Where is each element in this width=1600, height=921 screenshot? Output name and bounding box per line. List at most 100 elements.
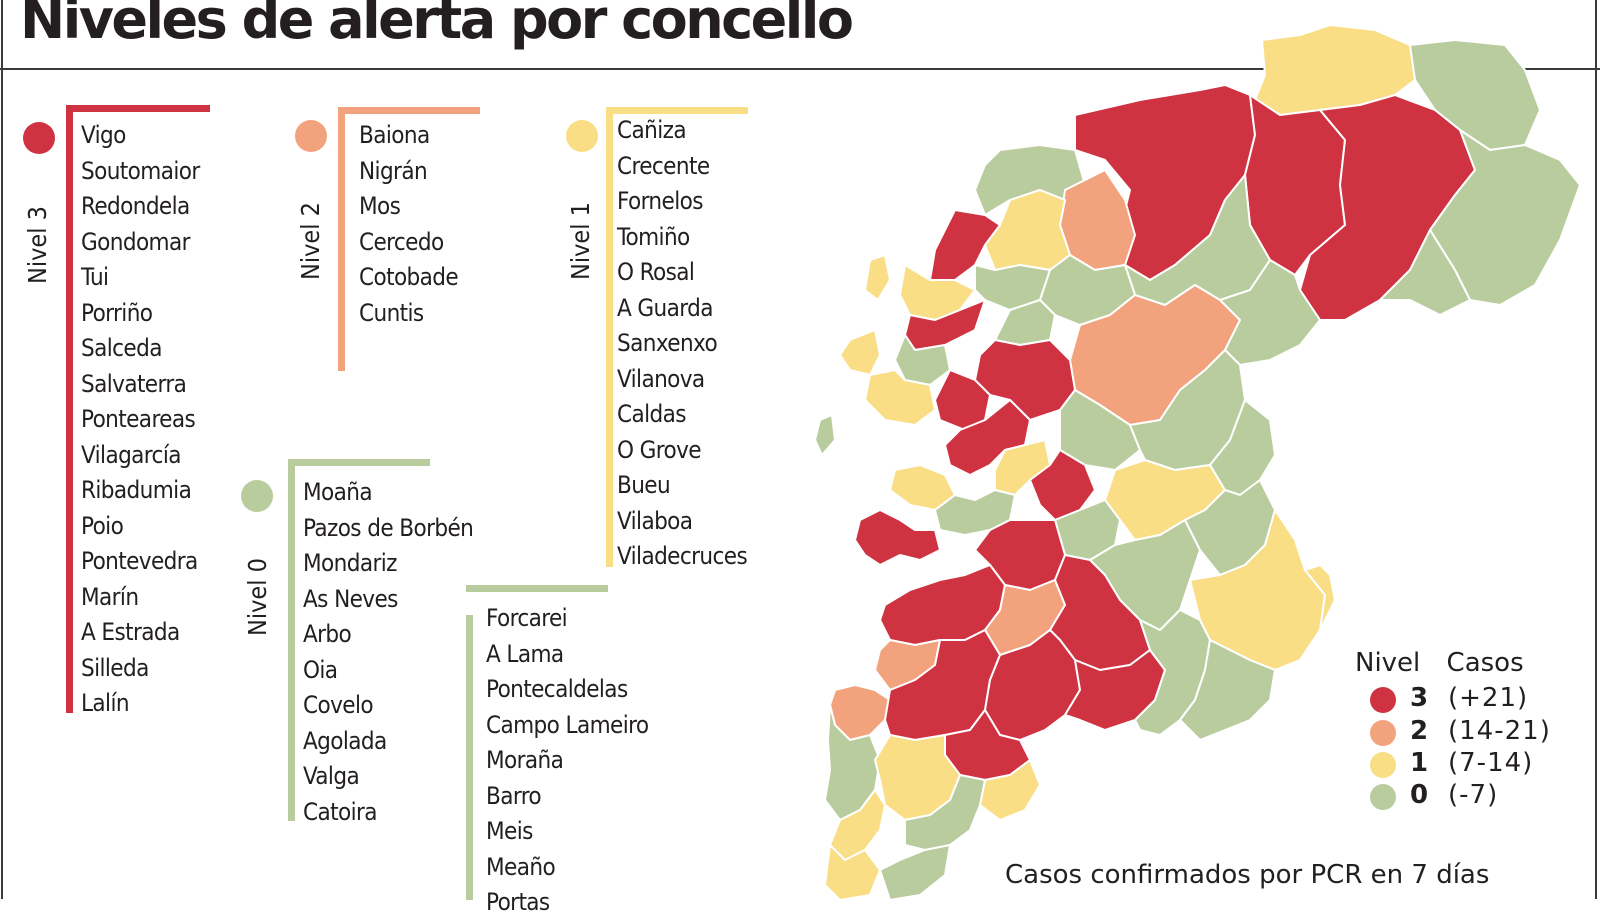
list-item: Crecente (617, 151, 710, 180)
nivel-2-side-bar (338, 107, 345, 371)
nivel-3-list: Vigo Soutomaior Redondela Gondomar Tui P… (81, 118, 200, 722)
list-item: Sanxenxo (617, 329, 718, 357)
list-item: Fornelos (617, 187, 703, 215)
legend-cases: (7-14) (1448, 748, 1534, 778)
municipality-nivel-0 (879, 844, 951, 900)
list-item: Silleda (81, 653, 149, 682)
nivel-0-dot (241, 480, 273, 512)
list-item: Agolada (303, 726, 387, 755)
municipality-nivel-0 (934, 489, 1016, 536)
nivel-0-list: Moaña Pazos de Borbén Mondariz As Neves … (303, 475, 474, 830)
nivel-1-side-bar (606, 107, 613, 567)
municipality-nivel-1 (839, 329, 881, 376)
list-item: Tomiño (617, 222, 690, 251)
municipality-nivel-1 (824, 844, 881, 900)
municipality-nivel-0 (904, 774, 986, 851)
list-item: Ponteareas (81, 405, 196, 433)
list-item: Nigrán (359, 156, 428, 185)
municipality-nivel-0 (814, 414, 836, 456)
nivel-1-list: Cañiza Crecente Fornelos Tomiño O Rosal … (617, 113, 748, 575)
legend-level: 1 (1410, 748, 1429, 778)
legend-header: Nivel Casos (1355, 648, 1524, 678)
list-item: Catoira (303, 797, 377, 826)
list-item: Oia (303, 655, 338, 684)
list-item: Campo Lameiro (486, 710, 649, 739)
legend-swatch-nivel-3 (1370, 687, 1396, 713)
list-item: A Estrada (81, 618, 180, 646)
list-item: Porriño (81, 298, 153, 327)
list-item: A Guarda (617, 293, 713, 322)
list-item: Meis (486, 817, 533, 845)
list-item: Viladecruces (617, 542, 748, 570)
list-item: Marín (81, 582, 139, 611)
list-item: As Neves (303, 584, 398, 613)
list-item: Cañiza (617, 116, 687, 144)
legend-swatch-nivel-0 (1370, 784, 1396, 810)
legend-level: 3 (1410, 683, 1429, 713)
municipality-nivel-1 (1304, 564, 1336, 631)
legend-cases: (-7) (1448, 780, 1499, 810)
legend-cases: (+21) (1448, 683, 1529, 713)
list-item: Moraña (486, 746, 564, 774)
legend-swatch-nivel-1 (1370, 752, 1396, 778)
source-note: Casos confirmados por PCR en 7 días (1005, 860, 1490, 890)
legend-header-casos: Casos (1446, 648, 1524, 678)
list-item: Pontecaldelas (486, 675, 628, 703)
municipality-nivel-0 (1429, 129, 1581, 306)
list-item: Mondariz (303, 549, 397, 577)
legend-level: 2 (1410, 716, 1429, 746)
list-item: O Grove (617, 435, 702, 464)
list-item: Salceda (81, 334, 162, 362)
nivel-3-top-bar (66, 105, 210, 112)
list-item: Ribadumia (81, 476, 192, 504)
list-item: Mos (359, 192, 401, 220)
list-item: Tui (81, 263, 109, 291)
list-item: Salvaterra (81, 369, 187, 398)
municipality-nivel-3 (1029, 449, 1096, 521)
title-divider (0, 68, 1600, 70)
legend-level: 0 (1410, 780, 1429, 810)
list-item: Bueu (617, 471, 671, 499)
list-item: Vilanova (617, 364, 705, 393)
nivel-2-top-bar (338, 107, 480, 114)
list-item: Cotobade (359, 263, 459, 291)
page-title: Niveles de alerta por concello (20, 0, 854, 51)
list-item: Arbo (303, 620, 352, 648)
list-item: Lalín (81, 689, 130, 717)
list-item: Barro (486, 781, 542, 810)
list-item: Gondomar (81, 227, 190, 256)
list-item: Pontevedra (81, 547, 198, 575)
nivel-3-dot (23, 122, 55, 154)
province-map (814, 24, 1581, 900)
list-item: Meaño (486, 852, 556, 881)
list-item: Vilaboa (617, 506, 693, 535)
legend-header-nivel: Nivel (1355, 648, 1421, 678)
municipality-nivel-3 (854, 509, 941, 566)
nivel-2-list: Baiona Nigrán Mos Cercedo Cotobade Cunti… (359, 118, 459, 331)
legend-cases: (14-21) (1448, 716, 1551, 746)
nivel-2-dot (295, 120, 327, 152)
nivel-0-second-top-bar (466, 585, 608, 592)
nivel-1-dot (566, 120, 598, 152)
nivel-1-top-bar (606, 107, 748, 114)
legend-swatch-nivel-2 (1370, 720, 1396, 746)
list-item: Redondela (81, 192, 190, 220)
list-item: Cuntis (359, 298, 424, 327)
list-item: Cercedo (359, 227, 444, 256)
municipality-nivel-0 (1179, 639, 1276, 741)
municipality-nivel-1 (864, 369, 936, 426)
list-item: Caldas (617, 400, 687, 428)
infographic-frame (1, 0, 1597, 899)
municipality-nivel-0 (1219, 259, 1321, 366)
list-item: Vigo (81, 121, 126, 149)
list-item: A Lama (486, 639, 564, 668)
list-item: Soutomaior (81, 156, 200, 185)
municipality-nivel-3 (974, 339, 1076, 421)
municipality-nivel-1 (864, 254, 891, 301)
list-item: Covelo (303, 691, 374, 719)
municipality-nivel-0 (1379, 229, 1471, 316)
list-item: Baiona (359, 121, 430, 149)
list-item: Vilagarcía (81, 440, 181, 469)
nivel-3-side-bar (66, 105, 73, 713)
list-item: Valga (303, 762, 360, 790)
